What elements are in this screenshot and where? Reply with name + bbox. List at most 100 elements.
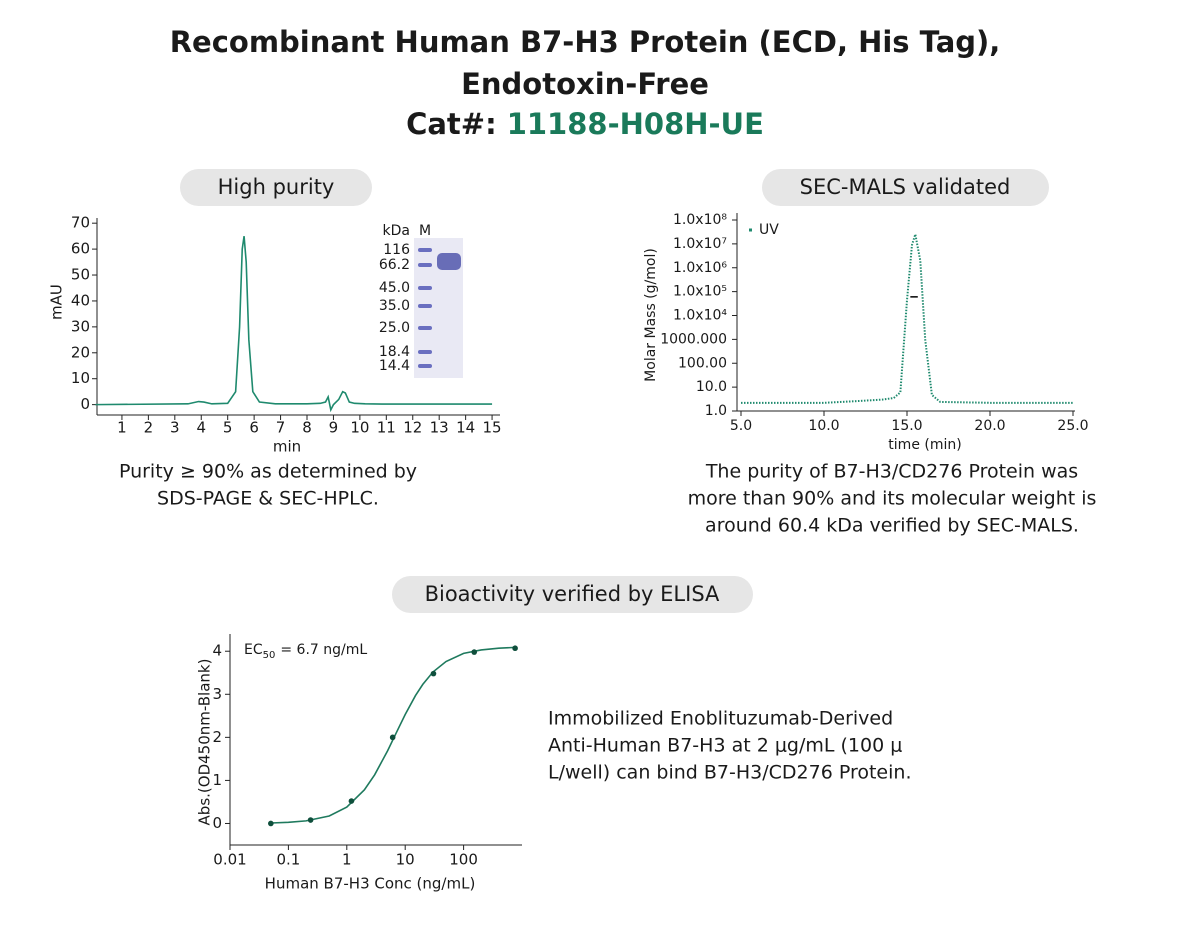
x-tick-label: 0.01 xyxy=(213,851,246,869)
gel-marker-label: 14.4 xyxy=(379,358,410,374)
annotation-suffix: = 6.7 ng/mL xyxy=(280,642,367,658)
y-tick-label: 1.0x10⁴ xyxy=(673,308,727,324)
marker-band xyxy=(418,263,432,267)
gel-lane: M xyxy=(419,223,431,239)
caption: The purity of B7-H3/CD276 Protein was xyxy=(705,461,1078,483)
dotted-line xyxy=(741,234,1073,404)
y-axis-label: Abs.(OD450nm-Blank) xyxy=(196,659,214,826)
y-tick-label: 3 xyxy=(212,685,222,703)
x-tick-label: 8 xyxy=(302,419,312,437)
pill xyxy=(180,169,372,206)
caption: more than 90% and its molecular weight i… xyxy=(688,488,1097,510)
marker-band xyxy=(418,304,432,308)
x-tick-label: 14 xyxy=(456,419,475,437)
x-axis-label: min xyxy=(273,438,301,456)
panel-title: Bioactivity verified by ELISA xyxy=(425,582,720,606)
y-tick-label: 1 xyxy=(212,771,222,789)
y-axis-label: mAU xyxy=(48,284,66,320)
title-line: Recombinant Human B7-H3 Protein (ECD, Hi… xyxy=(170,25,1001,59)
marker-band xyxy=(418,326,432,330)
x-tick-label: 3 xyxy=(170,419,180,437)
x-axis-label: time (min) xyxy=(888,437,961,453)
x-tick-label: 2 xyxy=(144,419,154,437)
panel-title: SEC-MALS validated xyxy=(800,175,1011,199)
y-tick-label: 10.0 xyxy=(696,379,727,395)
gel-marker-label: 45.0 xyxy=(379,280,410,296)
pill xyxy=(762,169,1049,206)
data-point xyxy=(348,798,355,804)
x-tick-label: 100 xyxy=(449,851,478,869)
gel-unit: kDa xyxy=(383,223,410,239)
data-point xyxy=(512,645,518,652)
y-tick-label: 1.0 xyxy=(705,403,727,419)
panel-title: High purity xyxy=(218,175,335,199)
y-tick-label: 30 xyxy=(71,317,90,335)
data-point xyxy=(268,820,274,827)
x-tick-label: 5.0 xyxy=(730,418,752,434)
y-tick-label: 2 xyxy=(212,728,222,746)
x-tick-label: 7 xyxy=(276,419,286,437)
x-tick-label: 15.0 xyxy=(891,418,922,434)
y-tick-label: 50 xyxy=(71,266,90,284)
x-tick-label: 5 xyxy=(223,419,233,437)
gel-marker-label: 116 xyxy=(383,242,410,258)
caption: SDS-PAGE & SEC-HPLC. xyxy=(157,488,379,510)
x-tick-label: 10 xyxy=(396,851,415,869)
y-tick-label: 20 xyxy=(71,343,90,361)
y-tick-label: 10 xyxy=(71,369,90,387)
sample-band xyxy=(437,253,461,270)
x-tick-label: 4 xyxy=(196,419,206,437)
y-tick-label: 70 xyxy=(71,214,90,232)
legend-label: UV xyxy=(759,222,779,238)
caption: Anti-Human B7-H3 at 2 μg/mL (100 μ xyxy=(548,735,902,757)
y-tick-label: 100.00 xyxy=(678,355,727,371)
x-tick-label: 10.0 xyxy=(808,418,839,434)
annotation-subscript: 50 xyxy=(263,650,276,661)
x-tick-label: 1 xyxy=(117,419,127,437)
data-point xyxy=(389,734,396,741)
y-tick-label: 1.0x10⁸ xyxy=(673,212,727,228)
x-tick-label: 25.0 xyxy=(1057,418,1088,434)
gel-marker-label: 18.4 xyxy=(379,344,410,360)
data-point xyxy=(471,649,478,655)
x-tick-label: 11 xyxy=(377,419,396,437)
y-axis-label: Molar Mass (g/mol) xyxy=(643,248,659,382)
caption: around 60.4 kDa verified by SEC-MALS. xyxy=(705,515,1079,537)
legend-swatch xyxy=(749,228,752,232)
marker-band xyxy=(418,248,432,252)
gel-marker-label: 66.2 xyxy=(379,257,410,273)
annotation: EC50 = 6.7 ng/mL xyxy=(244,642,367,661)
y-tick-label: 60 xyxy=(71,240,90,258)
pill xyxy=(392,576,753,613)
caption: Immobilized Enoblituzumab-Derived xyxy=(548,708,893,730)
caption: Purity ≥ 90% as determined by xyxy=(119,461,417,483)
catalog: Cat#: 11188-H08H-UE xyxy=(406,107,764,141)
x-tick-label: 12 xyxy=(403,419,422,437)
data-point xyxy=(430,670,437,677)
catalog-number: 11188-H08H-UE xyxy=(507,107,764,141)
x-tick-label: 0.1 xyxy=(276,851,300,869)
gel-marker-label: 35.0 xyxy=(379,298,410,314)
y-tick-label: 1.0x10⁶ xyxy=(673,260,727,276)
y-tick-label: 1.0x10⁵ xyxy=(673,284,727,300)
marker-band xyxy=(418,286,432,290)
x-tick-label: 15 xyxy=(483,419,502,437)
line xyxy=(95,236,493,413)
x-axis-label: Human B7-H3 Conc (ng/mL) xyxy=(265,875,476,893)
x-tick-label: 10 xyxy=(350,419,369,437)
y-tick-label: 0 xyxy=(212,814,222,832)
y-tick-label: 1000.000 xyxy=(660,331,727,347)
gel-marker-label: 25.0 xyxy=(379,320,410,336)
marker-band xyxy=(418,350,432,354)
x-tick-label: 6 xyxy=(249,419,259,437)
y-tick-label: 4 xyxy=(212,642,222,660)
y-tick-label: 1.0x10⁷ xyxy=(673,236,727,252)
title-line: Endotoxin-Free xyxy=(461,67,709,101)
x-tick-label: 20.0 xyxy=(974,418,1005,434)
catalog-label: Cat#: xyxy=(406,107,497,141)
marker-band xyxy=(418,364,432,368)
caption: L/well) can bind B7-H3/CD276 Protein. xyxy=(548,762,911,784)
x-tick-label: 9 xyxy=(329,419,339,437)
y-tick-label: 0 xyxy=(80,395,90,413)
